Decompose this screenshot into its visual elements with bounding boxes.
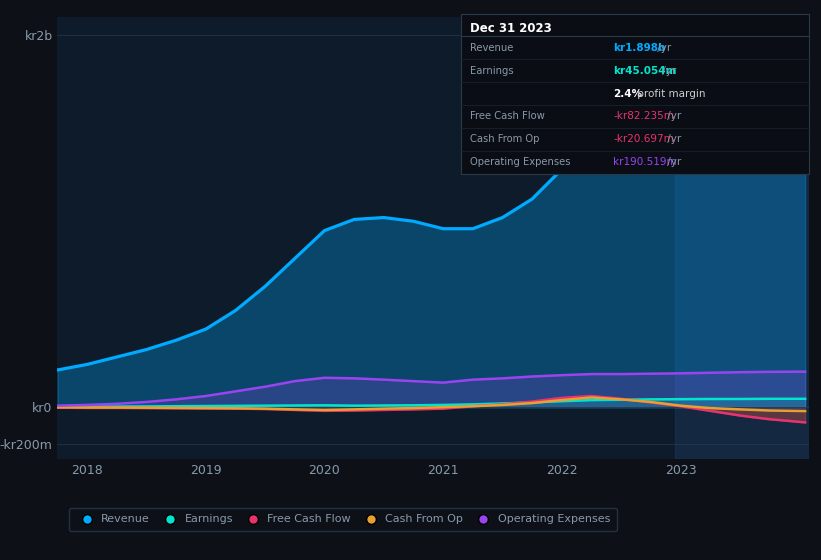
Text: -kr82.235m: -kr82.235m (613, 111, 674, 122)
Text: Earnings: Earnings (470, 66, 513, 76)
Text: /yr: /yr (664, 111, 681, 122)
Text: kr45.054m: kr45.054m (613, 66, 677, 76)
Text: Operating Expenses: Operating Expenses (470, 157, 570, 167)
Text: /yr: /yr (654, 43, 672, 53)
Bar (675, 17, 809, 459)
Text: kr1.898b: kr1.898b (613, 43, 666, 53)
Text: profit margin: profit margin (634, 88, 705, 99)
Text: /yr: /yr (664, 157, 681, 167)
Text: /yr: /yr (659, 66, 677, 76)
Text: -kr20.697m: -kr20.697m (613, 134, 674, 144)
Text: Revenue: Revenue (470, 43, 513, 53)
Text: Free Cash Flow: Free Cash Flow (470, 111, 544, 122)
Text: 2.4%: 2.4% (613, 88, 642, 99)
Text: Cash From Op: Cash From Op (470, 134, 539, 144)
Text: /yr: /yr (664, 134, 681, 144)
Text: Dec 31 2023: Dec 31 2023 (470, 21, 552, 35)
Legend: Revenue, Earnings, Free Cash Flow, Cash From Op, Operating Expenses: Revenue, Earnings, Free Cash Flow, Cash … (69, 508, 617, 531)
Text: kr190.519m: kr190.519m (613, 157, 677, 167)
